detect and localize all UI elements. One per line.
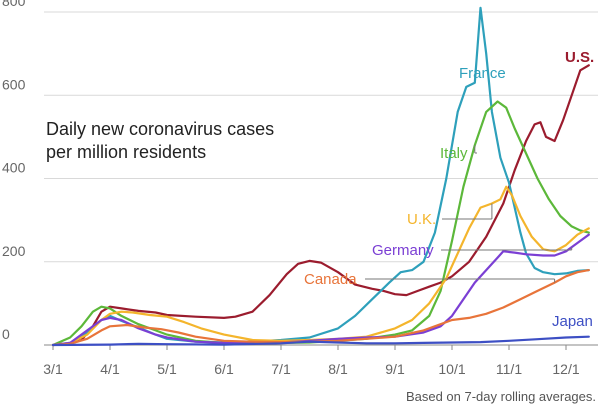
line-japan bbox=[51, 335, 590, 347]
line-u-k bbox=[51, 185, 590, 347]
line-u-s bbox=[51, 64, 590, 347]
x-tick-label-9-1: 9/1 bbox=[385, 361, 405, 377]
x-tick-label-6-1: 6/1 bbox=[214, 361, 234, 377]
y-tick-label-600: 600 bbox=[2, 76, 26, 92]
y-tick-label-200: 200 bbox=[2, 243, 26, 259]
y-tick-label-400: 400 bbox=[2, 160, 26, 176]
x-tick-label-7-1: 7/1 bbox=[271, 361, 291, 377]
x-tick-label-3-1: 3/1 bbox=[43, 361, 63, 377]
y-tick-label-800: 800 bbox=[2, 0, 26, 9]
chart-note: Based on 7-day rolling averages. bbox=[406, 389, 596, 404]
chart-title-line-1: Daily new coronavirus cases bbox=[46, 119, 274, 139]
label-u-s: U.S. bbox=[565, 49, 594, 66]
y-axis-tick-labels: 0 200 400 600 800 bbox=[2, 0, 26, 342]
label-italy: Italy bbox=[440, 145, 468, 162]
label-germany: Germany bbox=[372, 242, 434, 259]
label-canada: Canada bbox=[304, 271, 357, 288]
x-tick-label-11-1: 11/1 bbox=[496, 361, 522, 377]
line-germany bbox=[51, 233, 590, 347]
label-japan: Japan bbox=[552, 313, 593, 330]
x-tick-label-5-1: 5/1 bbox=[157, 361, 177, 377]
label-france: France bbox=[459, 65, 506, 82]
x-axis-tick-labels: 3/1 4/1 5/1 6/1 7/1 8/1 9/1 10/1 11/1 12/1 bbox=[43, 345, 580, 377]
line-canada bbox=[51, 269, 590, 347]
series-labels: U.S. France Italy U.K. Germany Canada Japan bbox=[304, 49, 594, 330]
x-tick-label-10-1: 10/1 bbox=[438, 361, 465, 377]
y-tick-label-0: 0 bbox=[2, 326, 10, 342]
y-gridlines bbox=[44, 11, 598, 346]
x-tick-label-8-1: 8/1 bbox=[328, 361, 348, 377]
label-u-k: U.K. bbox=[407, 211, 436, 228]
chart-title-line-2: per million residents bbox=[46, 142, 206, 162]
label-leader-lines bbox=[365, 145, 573, 283]
line-france bbox=[51, 6, 590, 347]
x-tick-label-4-1: 4/1 bbox=[100, 361, 120, 377]
chart-title: Daily new coronavirus cases per million … bbox=[46, 119, 274, 162]
series-lines bbox=[51, 6, 590, 347]
x-tick-label-12-1: 12/1 bbox=[552, 361, 579, 377]
